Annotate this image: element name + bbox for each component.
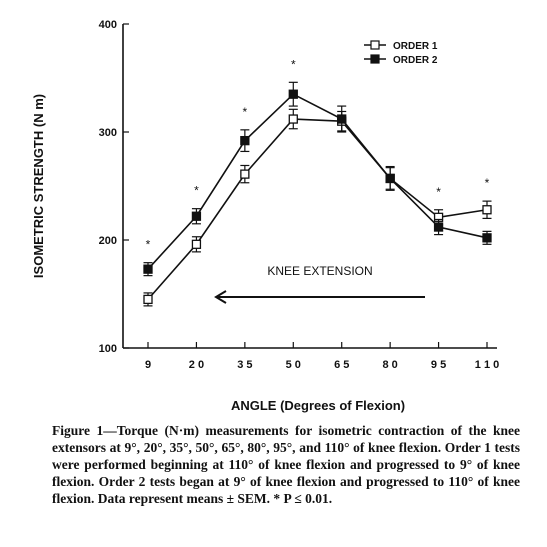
figure-caption: Figure 1—Torque (N·m) measurements for i… xyxy=(52,422,520,507)
y-axis-title: ISOMETRIC STRENGTH (N m) xyxy=(31,94,46,278)
legend-open-square-icon xyxy=(371,41,379,49)
x-tick-label: 3 5 xyxy=(237,359,252,371)
significance-star: * xyxy=(243,105,248,119)
x-tick-label: 5 0 xyxy=(286,359,301,371)
annotation-text: KNEE EXTENSION xyxy=(267,264,372,278)
significance-star: * xyxy=(146,238,151,252)
data-point-filled-square xyxy=(144,265,152,273)
data-point-filled-square xyxy=(192,212,200,220)
significance-star: * xyxy=(194,184,199,198)
knee-extension-annotation: KNEE EXTENSION xyxy=(216,264,425,303)
data-point-open-square xyxy=(192,240,200,248)
significance-star: * xyxy=(485,176,490,190)
data-point-filled-square xyxy=(483,234,491,242)
data-point-open-square xyxy=(289,115,297,123)
x-tick-label: 8 0 xyxy=(382,359,397,371)
data-point-filled-square xyxy=(338,115,346,123)
data-point-filled-square xyxy=(386,174,394,182)
x-tick-label: 9 xyxy=(145,359,151,371)
legend-item: ORDER 1 xyxy=(364,41,438,52)
data-point-filled-square xyxy=(435,223,443,231)
x-tick-label: 6 5 xyxy=(334,359,349,371)
x-tick-label: 2 0 xyxy=(189,359,204,371)
y-tick-label: 400 xyxy=(99,19,117,31)
data-point-open-square xyxy=(241,170,249,178)
data-point-filled-square xyxy=(241,137,249,145)
data-point-open-square xyxy=(483,206,491,214)
chart: 100 200 300 400 9 2 0 3 5 5 0 6 5 8 0 9 5 1 1 0 * *… xyxy=(0,0,547,420)
y-tick-label: 200 xyxy=(99,235,117,247)
legend-label: ORDER 1 xyxy=(393,41,438,52)
legend-item: ORDER 2 xyxy=(364,55,438,66)
legend: ORDER 1 ORDER 2 xyxy=(364,41,438,66)
x-tick-label: 9 5 xyxy=(431,359,446,371)
x-axis-ticks: 9 2 0 3 5 5 0 6 5 8 0 9 5 1 1 0 xyxy=(145,342,499,371)
data-point-open-square xyxy=(144,295,152,303)
significance-star: * xyxy=(436,185,441,199)
significance-star: * xyxy=(291,57,296,71)
x-tick-label: 1 1 0 xyxy=(475,359,499,371)
data-point-filled-square xyxy=(289,90,297,98)
y-tick-label: 100 xyxy=(99,343,117,355)
x-axis-title: ANGLE (Degrees of Flexion) xyxy=(231,398,405,413)
legend-filled-square-icon xyxy=(371,55,379,63)
legend-label: ORDER 2 xyxy=(393,55,438,66)
y-tick-label: 300 xyxy=(99,127,117,139)
y-axis-ticks: 100 200 300 400 xyxy=(99,19,129,355)
